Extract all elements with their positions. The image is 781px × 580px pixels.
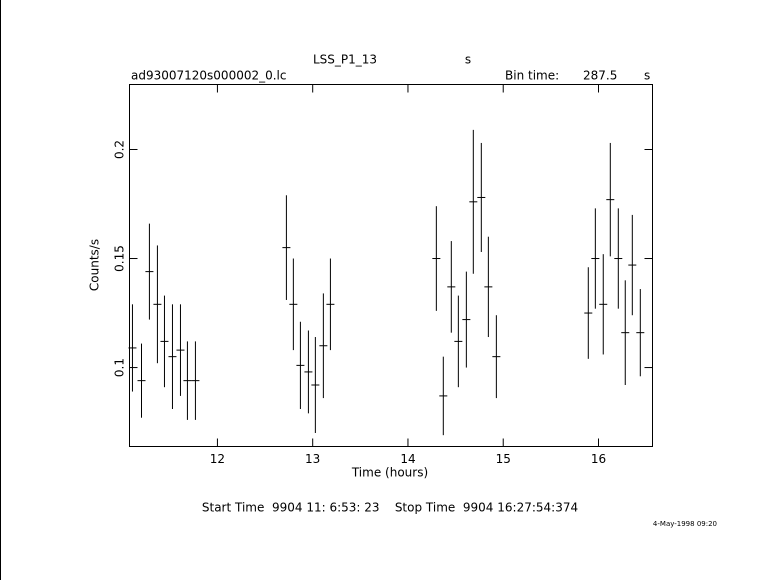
x-tick-label: 14	[400, 452, 415, 466]
data-point	[304, 330, 313, 414]
y-tick-label: 0.1	[113, 358, 127, 377]
bin-time: 287.5	[583, 69, 617, 83]
data-point	[628, 214, 637, 316]
data-point	[153, 245, 162, 364]
time-range: Start Time 9904 11: 6:53: 23 Stop Time 9…	[202, 501, 578, 515]
x-axis-label: Time (hours)	[351, 466, 428, 480]
data-point	[591, 208, 600, 309]
data-point	[191, 341, 200, 420]
data-point	[484, 236, 493, 338]
title-unit: s	[465, 53, 471, 67]
timestamp: 4-May-1998 09:20	[653, 520, 717, 528]
data-point	[621, 280, 630, 386]
data-point	[319, 293, 328, 399]
data-point	[326, 258, 335, 351]
data-point	[311, 337, 320, 433]
data-point	[636, 289, 645, 377]
data-point	[183, 341, 192, 420]
data-point	[462, 271, 471, 368]
data-point	[584, 267, 593, 359]
y-tick-label: 0.2	[113, 140, 127, 159]
y-axis-label: Counts/s	[88, 239, 102, 291]
data-point	[599, 254, 608, 355]
data-point	[477, 142, 486, 252]
bin-time-label: Bin time:	[505, 69, 559, 83]
data-point	[128, 304, 137, 392]
data-point	[469, 129, 478, 274]
plot-frame	[129, 84, 653, 447]
data-point	[282, 195, 291, 300]
data-point	[614, 208, 623, 309]
x-tick-label: 12	[210, 452, 225, 466]
data-point	[454, 295, 463, 388]
data-point	[289, 258, 298, 351]
x-tick-label: 15	[496, 452, 511, 466]
data-point	[137, 343, 146, 418]
data-point	[447, 241, 456, 333]
bin-time-unit: s	[644, 69, 650, 83]
y-tick-label: 0.15	[113, 245, 127, 272]
data-point	[492, 315, 501, 399]
data-point	[432, 206, 441, 311]
data-point	[168, 304, 177, 409]
x-tick-label: 16	[591, 452, 606, 466]
data-point	[145, 223, 154, 320]
data-point	[296, 321, 305, 409]
file-name: ad93007120s000002_0.lc	[131, 69, 287, 83]
chart-title: LSS_P1_13	[313, 53, 377, 67]
data-point	[176, 304, 185, 396]
data-point	[606, 142, 615, 257]
data-point	[439, 356, 448, 436]
data-point	[160, 295, 169, 388]
x-tick-label: 13	[305, 452, 320, 466]
